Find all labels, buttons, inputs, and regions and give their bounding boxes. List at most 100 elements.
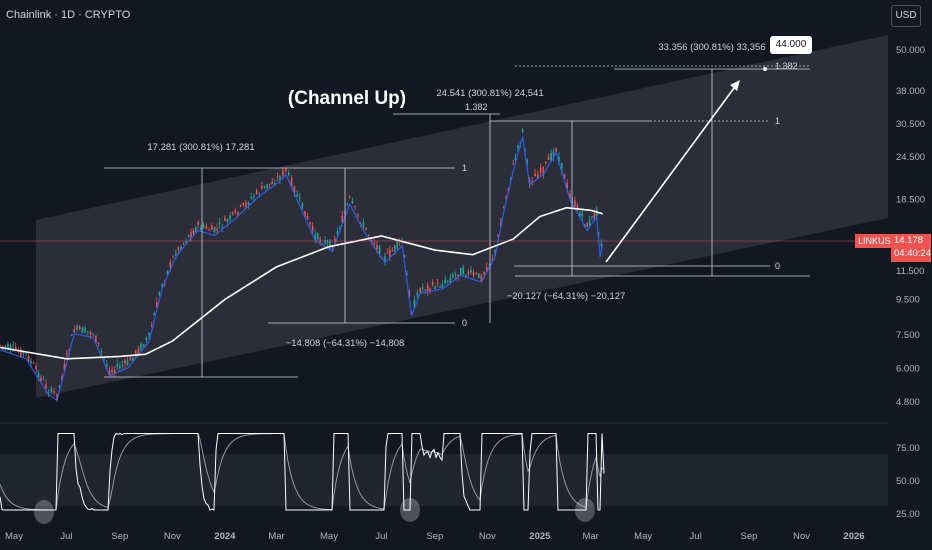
rsi-band	[0, 454, 888, 506]
rsi-line	[0, 432, 605, 511]
candle-body	[172, 256, 174, 258]
candle-body	[175, 253, 177, 257]
projection-arrow	[605, 83, 738, 263]
x-tick-label: 2025	[529, 531, 551, 542]
rsi-signal-line	[0, 432, 605, 511]
x-tick-label: 2026	[843, 531, 864, 542]
candle-body	[389, 249, 391, 257]
x-tick-label: Jul	[60, 531, 72, 542]
candle-body	[339, 228, 341, 230]
candle-body	[119, 365, 121, 369]
candle-body	[76, 325, 78, 330]
candle-body	[66, 353, 68, 355]
candle-body	[89, 331, 92, 335]
candle-body	[491, 258, 494, 260]
candle-body	[293, 186, 296, 194]
candle-body	[436, 282, 439, 284]
candle-body	[169, 261, 172, 268]
candle-body	[73, 329, 76, 333]
candle-body	[542, 167, 545, 175]
x-tick-label: May	[634, 531, 652, 542]
candle-body	[95, 335, 97, 343]
candle-body	[250, 196, 253, 199]
x-tick-label: Jul	[375, 531, 387, 542]
candle-body	[558, 156, 560, 163]
x-tick-label: Nov	[479, 531, 496, 542]
candle-body	[226, 219, 229, 222]
candle-body	[459, 267, 462, 276]
candle-body	[7, 344, 9, 350]
fib-label-1-b: 1	[775, 116, 780, 126]
candle-body	[229, 215, 231, 220]
x-tick-label: Mar	[582, 531, 598, 542]
rsi-tick-label: 75.00	[896, 443, 920, 454]
target-point	[763, 67, 767, 71]
candle-body	[86, 331, 89, 332]
candle-body	[134, 350, 137, 356]
candle-body	[22, 351, 25, 354]
x-tick-label: Sep	[111, 531, 128, 542]
candle-body	[441, 284, 444, 288]
candle-body	[571, 201, 574, 203]
candle-body	[351, 201, 354, 204]
rsi-tick-label: 50.00	[896, 476, 920, 487]
candle-body	[56, 393, 58, 400]
candle-body	[126, 360, 129, 365]
x-tick-label: May	[320, 531, 338, 542]
candle-body	[424, 289, 427, 291]
measure-down-label-a: −14.808 (−64.31%) −14,808	[286, 338, 405, 349]
candle-body	[560, 162, 563, 171]
candle-body	[426, 285, 429, 292]
candle-body	[416, 292, 419, 296]
currency-button[interactable]: USD	[891, 5, 921, 27]
candle-body	[27, 355, 30, 362]
candle-body	[121, 365, 124, 366]
candle-body	[285, 168, 287, 172]
candle-body	[368, 235, 370, 237]
rsi-oversold-marker	[400, 498, 420, 522]
y-tick-label: 4.800	[896, 397, 920, 408]
candle-body	[106, 364, 108, 367]
candle-body	[182, 243, 185, 244]
candle-body	[413, 299, 416, 308]
candle-body	[539, 167, 542, 173]
candle-body	[156, 302, 158, 308]
candle-body	[296, 194, 298, 197]
candle-body	[348, 196, 351, 197]
candle-body	[166, 270, 169, 275]
candle-body	[475, 273, 477, 275]
candle-body	[103, 357, 105, 359]
candle-body	[255, 190, 258, 194]
measure-down-label-b: −20.127 (−64.31%) −20,127	[507, 291, 626, 302]
candle-body	[431, 282, 434, 285]
candle-body	[276, 176, 279, 178]
candle-body	[221, 226, 224, 228]
candle-body	[200, 227, 202, 230]
candle-body	[545, 161, 547, 164]
x-tick-label: May	[5, 531, 23, 542]
candle-body	[505, 197, 507, 199]
candle-body	[326, 241, 329, 243]
symbol-badge: LINKUSD	[855, 234, 901, 248]
candle-body	[208, 229, 210, 231]
candle-body	[185, 241, 187, 243]
candle-body	[287, 172, 290, 176]
candle-body	[457, 274, 459, 277]
candle-body	[467, 271, 470, 275]
candle-body	[0, 345, 2, 347]
ma-short-line	[0, 136, 604, 402]
x-tick-label: Jul	[690, 531, 702, 542]
candle-body	[403, 255, 406, 257]
candle-body	[531, 181, 534, 183]
candle-body	[234, 210, 237, 212]
x-tick-label: Mar	[268, 531, 284, 542]
candle-body	[42, 379, 45, 381]
y-tick-label: 7.500	[896, 330, 920, 341]
candle-body	[454, 273, 457, 275]
candle-body	[25, 352, 27, 354]
candle-body	[341, 215, 344, 223]
candle-body	[247, 203, 250, 205]
candle-body	[271, 181, 273, 185]
candle-body	[586, 222, 588, 227]
